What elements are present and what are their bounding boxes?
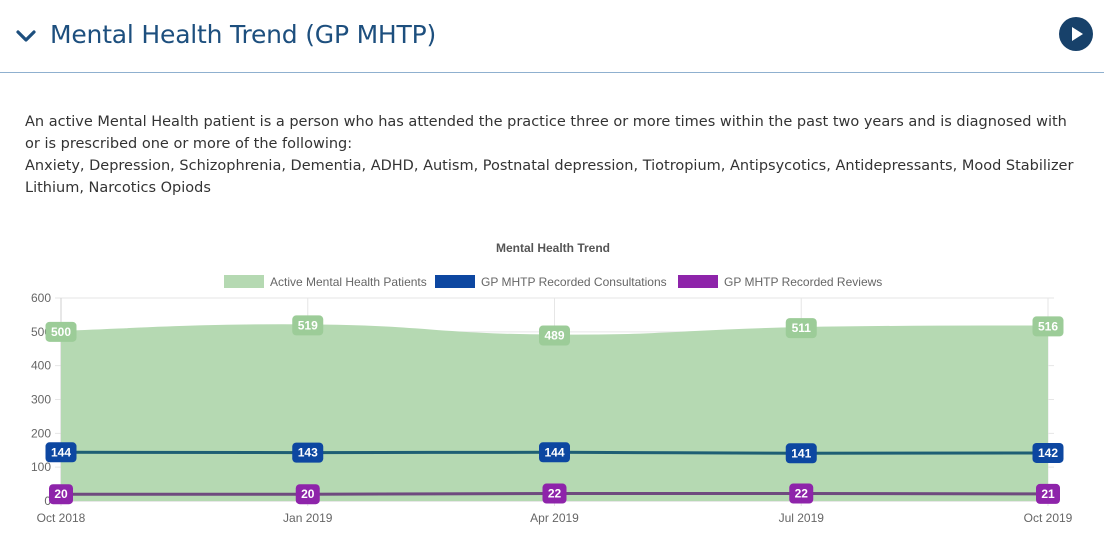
legend-swatch-2: [435, 275, 475, 288]
data-label: 511: [792, 321, 812, 335]
x-tick-label: Oct 2019: [1024, 511, 1073, 525]
data-label-bg: [1036, 483, 1060, 504]
data-label-bg: [49, 484, 73, 505]
data-label: 489: [544, 329, 564, 343]
y-tick-label: 0: [44, 494, 51, 508]
data-label-bg: [539, 442, 570, 463]
data-label-bg: [295, 484, 320, 505]
data-label-bg: [785, 443, 817, 464]
data-label: 21: [1041, 487, 1055, 501]
x-tick-label: Oct 2018: [37, 511, 86, 525]
y-tick-label: 400: [31, 359, 51, 373]
data-label-bg: [292, 315, 324, 336]
data-label: 22: [548, 487, 562, 501]
legend-label-1: Active Mental Health Patients: [270, 275, 427, 289]
panel-header: Mental Health Trend (GP MHTP): [0, 0, 1104, 73]
y-tick-label: 300: [31, 393, 51, 407]
y-tick-label: 100: [31, 460, 51, 474]
data-label: 519: [298, 318, 318, 332]
description: An active Mental Health patient is a per…: [25, 111, 1085, 199]
legend-swatch-1: [224, 275, 264, 288]
legend-swatch-3: [678, 275, 718, 288]
description-line-1: An active Mental Health patient is a per…: [25, 114, 1067, 152]
chevron-down-icon[interactable]: [14, 24, 38, 48]
legend-label-3: GP MHTP Recorded Reviews: [724, 275, 882, 289]
data-label-bg: [785, 318, 817, 339]
data-label: 144: [51, 445, 71, 459]
legend-label-2: GP MHTP Recorded Consultations: [481, 275, 667, 289]
data-label: 144: [544, 445, 564, 459]
data-label-bg: [1032, 442, 1064, 463]
y-tick-label: 600: [31, 291, 51, 305]
x-tick-label: Apr 2019: [530, 511, 579, 525]
data-label-bg: [45, 442, 77, 463]
x-tick-label: Jul 2019: [779, 511, 825, 525]
data-label: 143: [298, 446, 318, 460]
data-label: 500: [51, 325, 71, 339]
data-label: 516: [1038, 319, 1058, 333]
data-label: 142: [1038, 446, 1058, 460]
data-label-bg: [45, 321, 77, 342]
page-title: Mental Health Trend (GP MHTP): [50, 20, 437, 49]
data-label-bg: [542, 483, 567, 504]
play-icon: [1072, 27, 1083, 41]
play-button[interactable]: [1059, 17, 1093, 51]
data-label: 20: [301, 487, 315, 501]
data-label: 141: [791, 446, 811, 460]
series-area-1: [61, 325, 1048, 501]
data-label-bg: [1032, 316, 1064, 337]
data-label-bg: [789, 483, 814, 504]
mental-health-trend-chart: Mental Health Trend Active Mental Health …: [31, 241, 1073, 525]
chart-title: Mental Health Trend: [496, 241, 610, 255]
data-label-bg: [292, 442, 324, 463]
data-label: 20: [54, 487, 68, 501]
x-tick-label: Jan 2019: [283, 511, 333, 525]
description-line-2: Anxiety, Depression, Schizophrenia, Deme…: [25, 158, 1074, 196]
data-label: 22: [795, 487, 809, 501]
y-tick-label: 200: [31, 426, 51, 440]
data-label-bg: [539, 325, 570, 346]
